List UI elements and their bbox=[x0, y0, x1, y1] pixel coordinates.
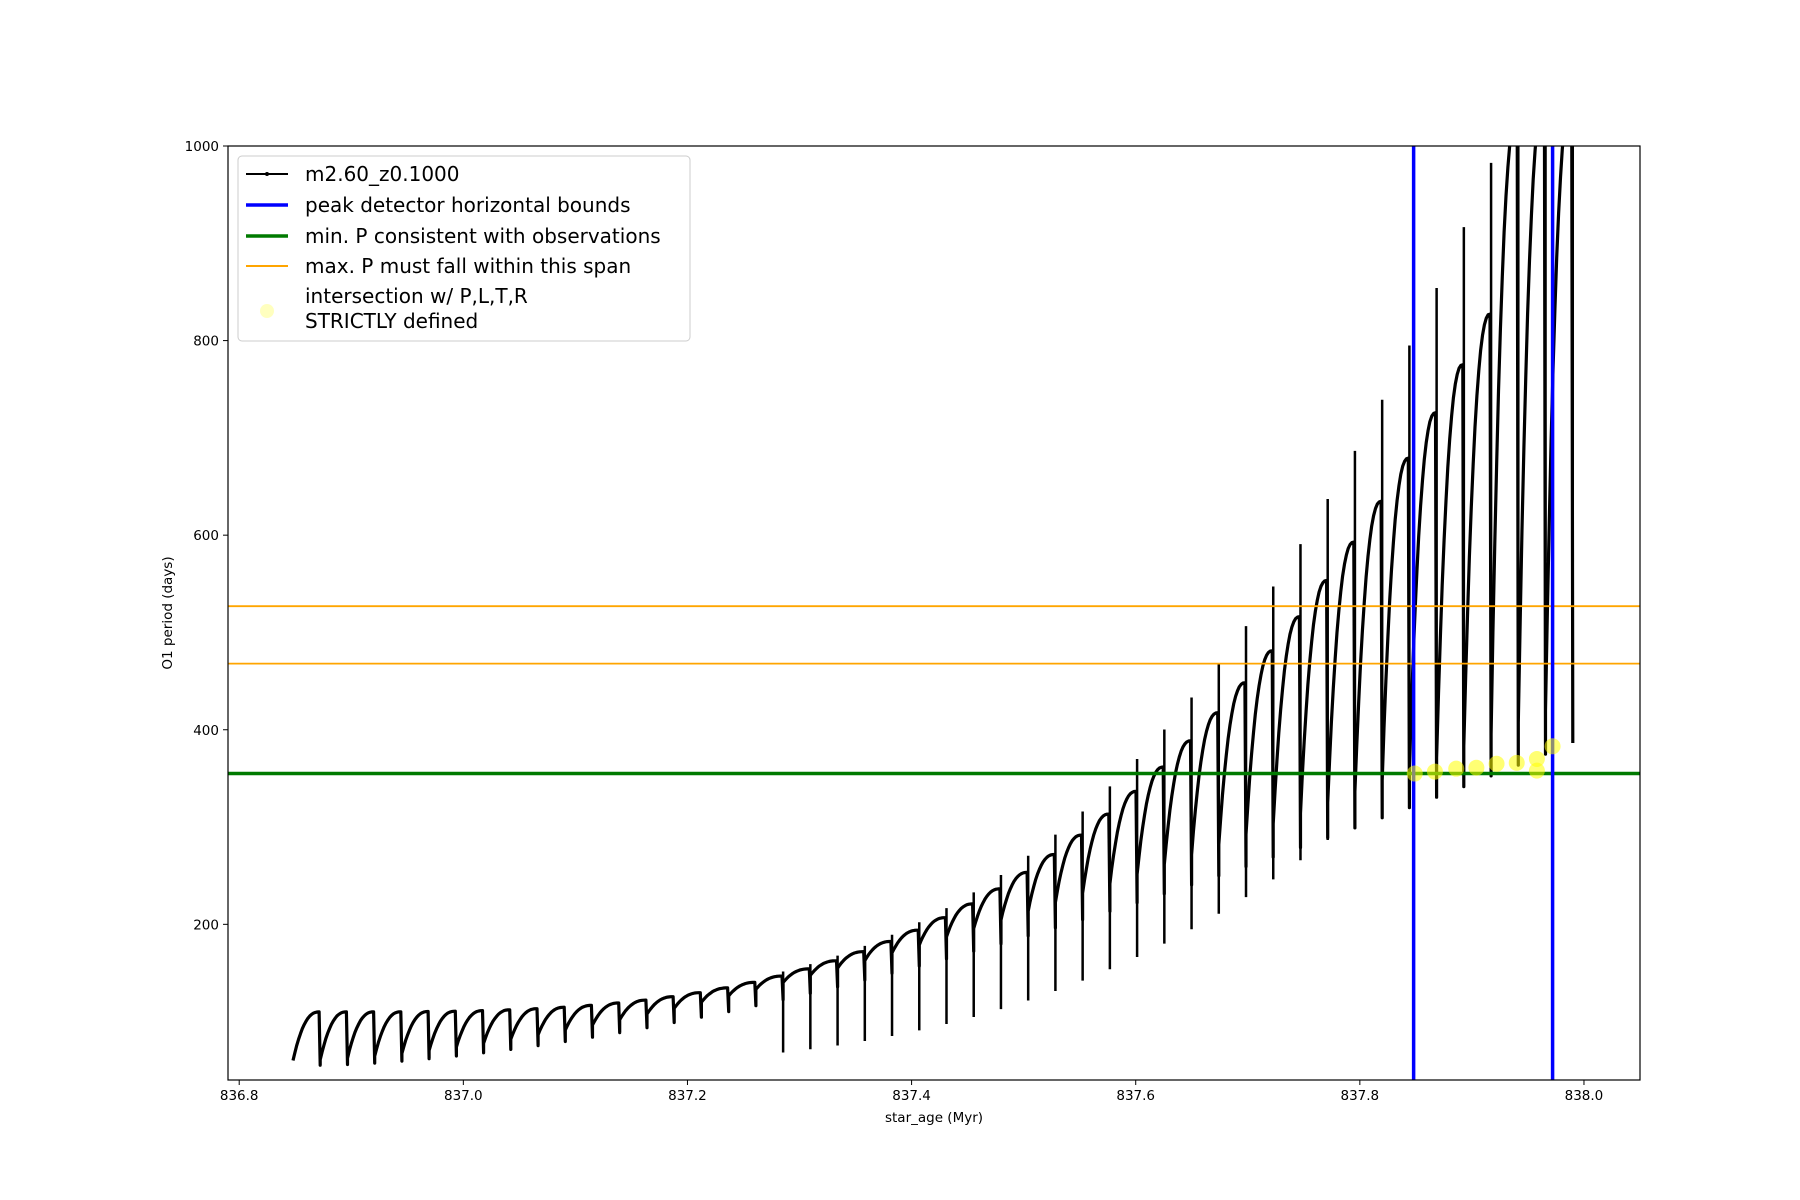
x-tick-label: 837.2 bbox=[668, 1088, 707, 1104]
intersection-point bbox=[1426, 763, 1443, 780]
y-tick-label: 1000 bbox=[185, 139, 219, 155]
intersection-point bbox=[1468, 759, 1485, 776]
y-axis: 200 400 600 800 1000 bbox=[185, 139, 228, 933]
y-tick-label: 200 bbox=[193, 917, 219, 933]
legend: m2.60_z0.1000 peak detector horizontal b… bbox=[237, 155, 691, 342]
legend-handle-intersection bbox=[260, 304, 274, 318]
y-tick-label: 600 bbox=[193, 528, 219, 544]
x-axis: 836.8 837.0 837.2 837.4 837.6 837.8 838.0 bbox=[220, 1080, 1603, 1104]
y-axis-label: O1 period (days) bbox=[160, 556, 176, 669]
intersection-point bbox=[1448, 760, 1465, 777]
y-tick-label: 400 bbox=[193, 723, 219, 739]
intersection-point bbox=[1508, 754, 1525, 771]
legend-box bbox=[237, 155, 691, 342]
x-tick-label: 836.8 bbox=[220, 1088, 259, 1104]
intersection-point bbox=[1544, 738, 1561, 755]
series-line-model bbox=[291, 146, 1575, 1067]
intersection-point bbox=[1528, 762, 1545, 779]
intersection-point bbox=[1488, 755, 1505, 772]
legend-label-min-period: min. P consistent with observations bbox=[305, 224, 661, 248]
x-tick-label: 837.6 bbox=[1116, 1088, 1155, 1104]
axes-frame bbox=[227, 145, 1641, 1081]
legend-handle-model-marker bbox=[265, 172, 269, 176]
x-axis-label: star_age (Myr) bbox=[885, 1110, 983, 1126]
legend-label-model: m2.60_z0.1000 bbox=[305, 162, 460, 186]
intersection-point bbox=[1406, 765, 1423, 782]
x-tick-label: 837.4 bbox=[892, 1088, 931, 1104]
x-tick-label: 838.0 bbox=[1565, 1088, 1604, 1104]
legend-label-intersection-line1: intersection w/ P,L,T,R bbox=[305, 284, 528, 308]
y-tick-label: 800 bbox=[193, 334, 219, 350]
legend-label-peak-bounds: peak detector horizontal bounds bbox=[305, 193, 631, 217]
intersection-point bbox=[1528, 750, 1545, 767]
x-tick-label: 837.8 bbox=[1341, 1088, 1380, 1104]
x-tick-label: 837.0 bbox=[444, 1088, 483, 1104]
plot-area bbox=[228, 146, 1640, 1080]
legend-label-max-period: max. P must fall within this span bbox=[305, 254, 631, 278]
legend-label-intersection-line2: STRICTLY defined bbox=[305, 309, 478, 333]
series-layer bbox=[228, 146, 1640, 1080]
